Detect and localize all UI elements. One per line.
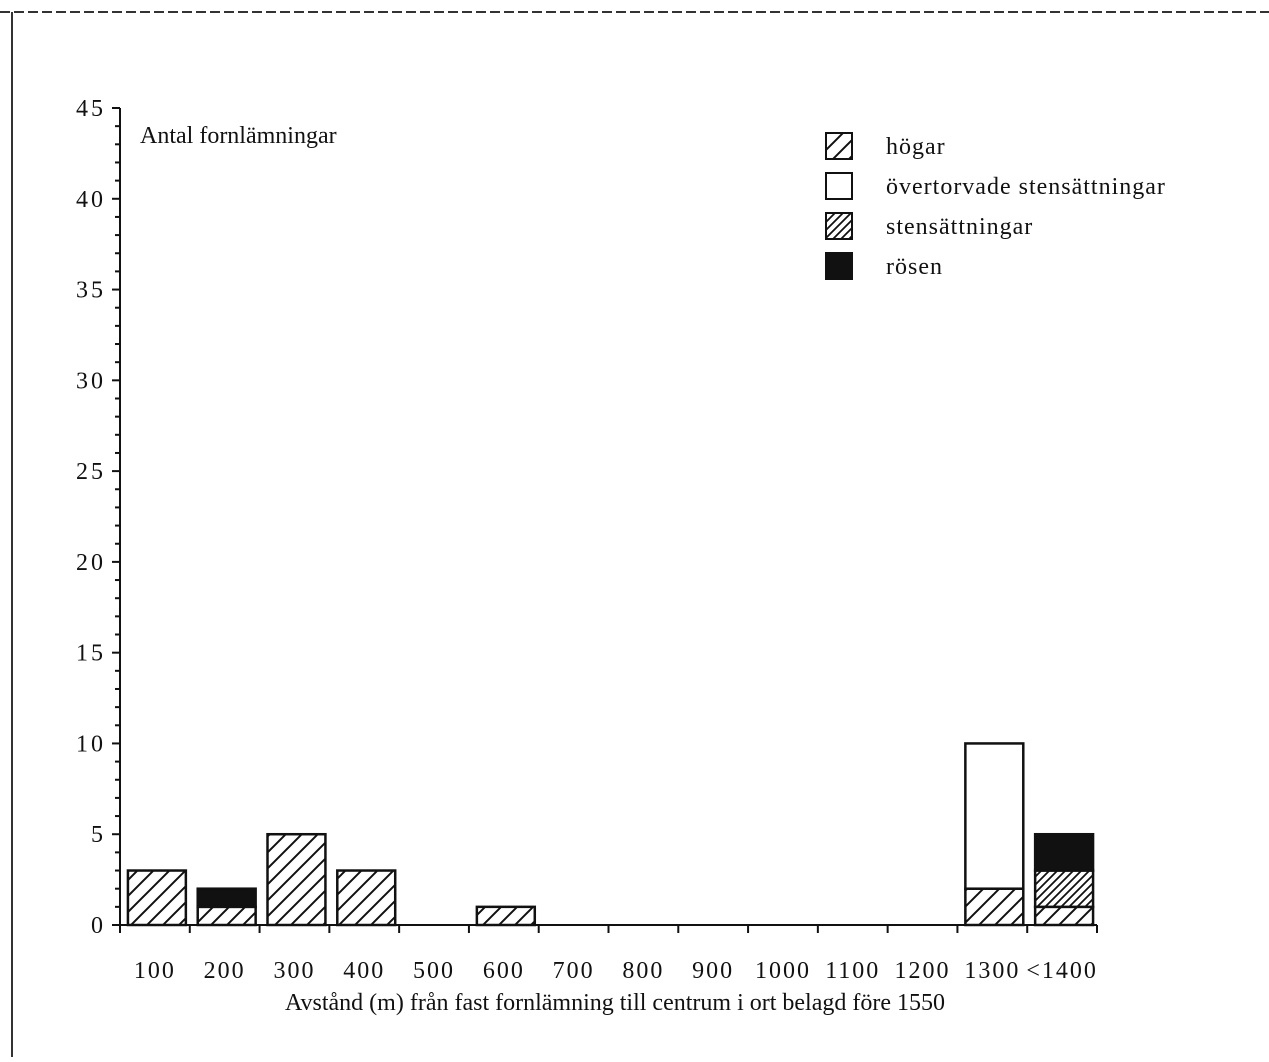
- bar-segment-1300-s1: [964, 742, 1025, 890]
- y-tick-label: 40: [76, 187, 106, 213]
- x-tick-label: 900: [692, 958, 734, 984]
- bar-segment-400-s0: [336, 869, 397, 927]
- x-tick-label: <1400: [1026, 958, 1098, 984]
- x-tick-label: 300: [273, 958, 315, 984]
- bar-segment-<1400-s0: [1033, 905, 1095, 927]
- bar-segment-200-s0: [196, 905, 257, 927]
- y-tick-label: 15: [76, 641, 106, 667]
- y-tick-label: 45: [76, 96, 106, 122]
- y-axis: 0 5 10 15 20 25 30 35 40 45: [76, 96, 121, 939]
- bars: [126, 742, 1095, 927]
- bar-segment-300-s0: [266, 832, 327, 927]
- y-tick-label: 30: [76, 368, 106, 394]
- y-tick-label: 35: [76, 278, 106, 304]
- bar-segment-<1400-s2: [1033, 869, 1095, 909]
- bar-segment-<1400-s3: [1033, 832, 1095, 872]
- x-tick-label: 1200: [895, 958, 951, 984]
- x-tick-label: 400: [343, 958, 385, 984]
- legend-swatch: [825, 172, 853, 200]
- y-tick-label: 20: [76, 550, 106, 576]
- bar-segment-100-s0: [126, 869, 188, 927]
- legend-swatch: [825, 212, 853, 240]
- legend-label: stensättningar: [886, 214, 1033, 240]
- legend-label: rösen: [886, 254, 943, 280]
- x-tick-label: 100: [134, 958, 176, 984]
- legend: högar övertorvade stensättningar stensättn…: [825, 132, 1166, 280]
- x-axis: 100 200 300 400 500 600 700 800 900 1000 1100 1200 1…: [119, 924, 1098, 984]
- x-axis-title: Avstånd (m) från fast fornlämning till c…: [285, 990, 945, 1016]
- x-tick-label: 200: [204, 958, 246, 984]
- x-tick-label: 700: [553, 958, 595, 984]
- x-tick-label: 1000: [755, 958, 811, 984]
- legend-swatch: [825, 132, 853, 160]
- x-tick-label: 600: [483, 958, 525, 984]
- x-tick-label: 1100: [825, 958, 880, 984]
- bar-segment-1300-s0: [964, 887, 1025, 927]
- y-tick-label: 25: [76, 459, 106, 485]
- x-tick-label: 500: [413, 958, 455, 984]
- legend-label: övertorvade stensättningar: [886, 174, 1166, 200]
- legend-swatch: [825, 252, 853, 280]
- y-tick-label: 10: [76, 731, 106, 757]
- x-tick-label: 800: [622, 958, 664, 984]
- y-tick-label: 5: [91, 822, 106, 848]
- bar-segment-600-s0: [475, 905, 537, 927]
- bar-segment-200-s3: [196, 887, 257, 909]
- y-axis-title: Antal fornlämningar: [140, 123, 337, 149]
- y-tick-label: 0: [91, 913, 106, 939]
- legend-label: högar: [886, 134, 946, 160]
- x-tick-label: 1300: [964, 958, 1020, 984]
